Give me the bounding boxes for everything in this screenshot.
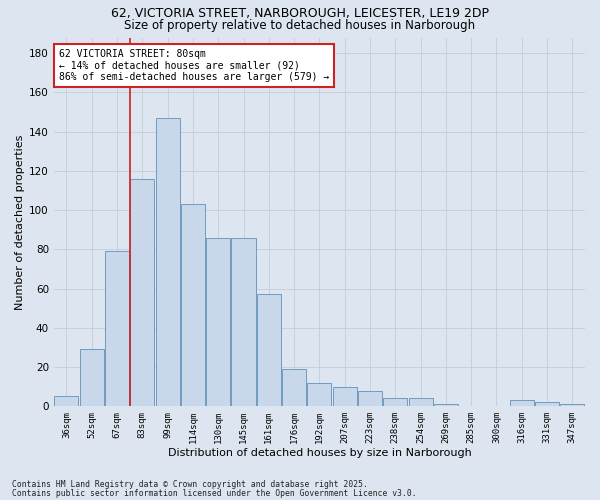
Bar: [55, 396, 79, 406]
Text: Contains HM Land Registry data © Crown copyright and database right 2025.: Contains HM Land Registry data © Crown c…: [12, 480, 368, 489]
Bar: [130, 178, 154, 406]
Bar: [257, 294, 281, 406]
Text: 62, VICTORIA STREET, NARBOROUGH, LEICESTER, LE19 2DP: 62, VICTORIA STREET, NARBOROUGH, LEICEST…: [111, 8, 489, 20]
Y-axis label: Number of detached properties: Number of detached properties: [15, 134, 25, 310]
Bar: [383, 398, 407, 406]
Bar: [307, 382, 331, 406]
Bar: [282, 369, 306, 406]
Bar: [232, 238, 256, 406]
Bar: [155, 118, 179, 406]
Bar: [510, 400, 534, 406]
Bar: [332, 386, 357, 406]
Text: Size of property relative to detached houses in Narborough: Size of property relative to detached ho…: [124, 18, 476, 32]
Bar: [206, 238, 230, 406]
Bar: [181, 204, 205, 406]
Bar: [80, 350, 104, 406]
Bar: [535, 402, 559, 406]
X-axis label: Distribution of detached houses by size in Narborough: Distribution of detached houses by size …: [167, 448, 471, 458]
Bar: [358, 390, 382, 406]
Bar: [434, 404, 458, 406]
Text: 62 VICTORIA STREET: 80sqm
← 14% of detached houses are smaller (92)
86% of semi-: 62 VICTORIA STREET: 80sqm ← 14% of detac…: [59, 48, 329, 82]
Text: Contains public sector information licensed under the Open Government Licence v3: Contains public sector information licen…: [12, 488, 416, 498]
Bar: [105, 252, 129, 406]
Bar: [560, 404, 584, 406]
Bar: [409, 398, 433, 406]
